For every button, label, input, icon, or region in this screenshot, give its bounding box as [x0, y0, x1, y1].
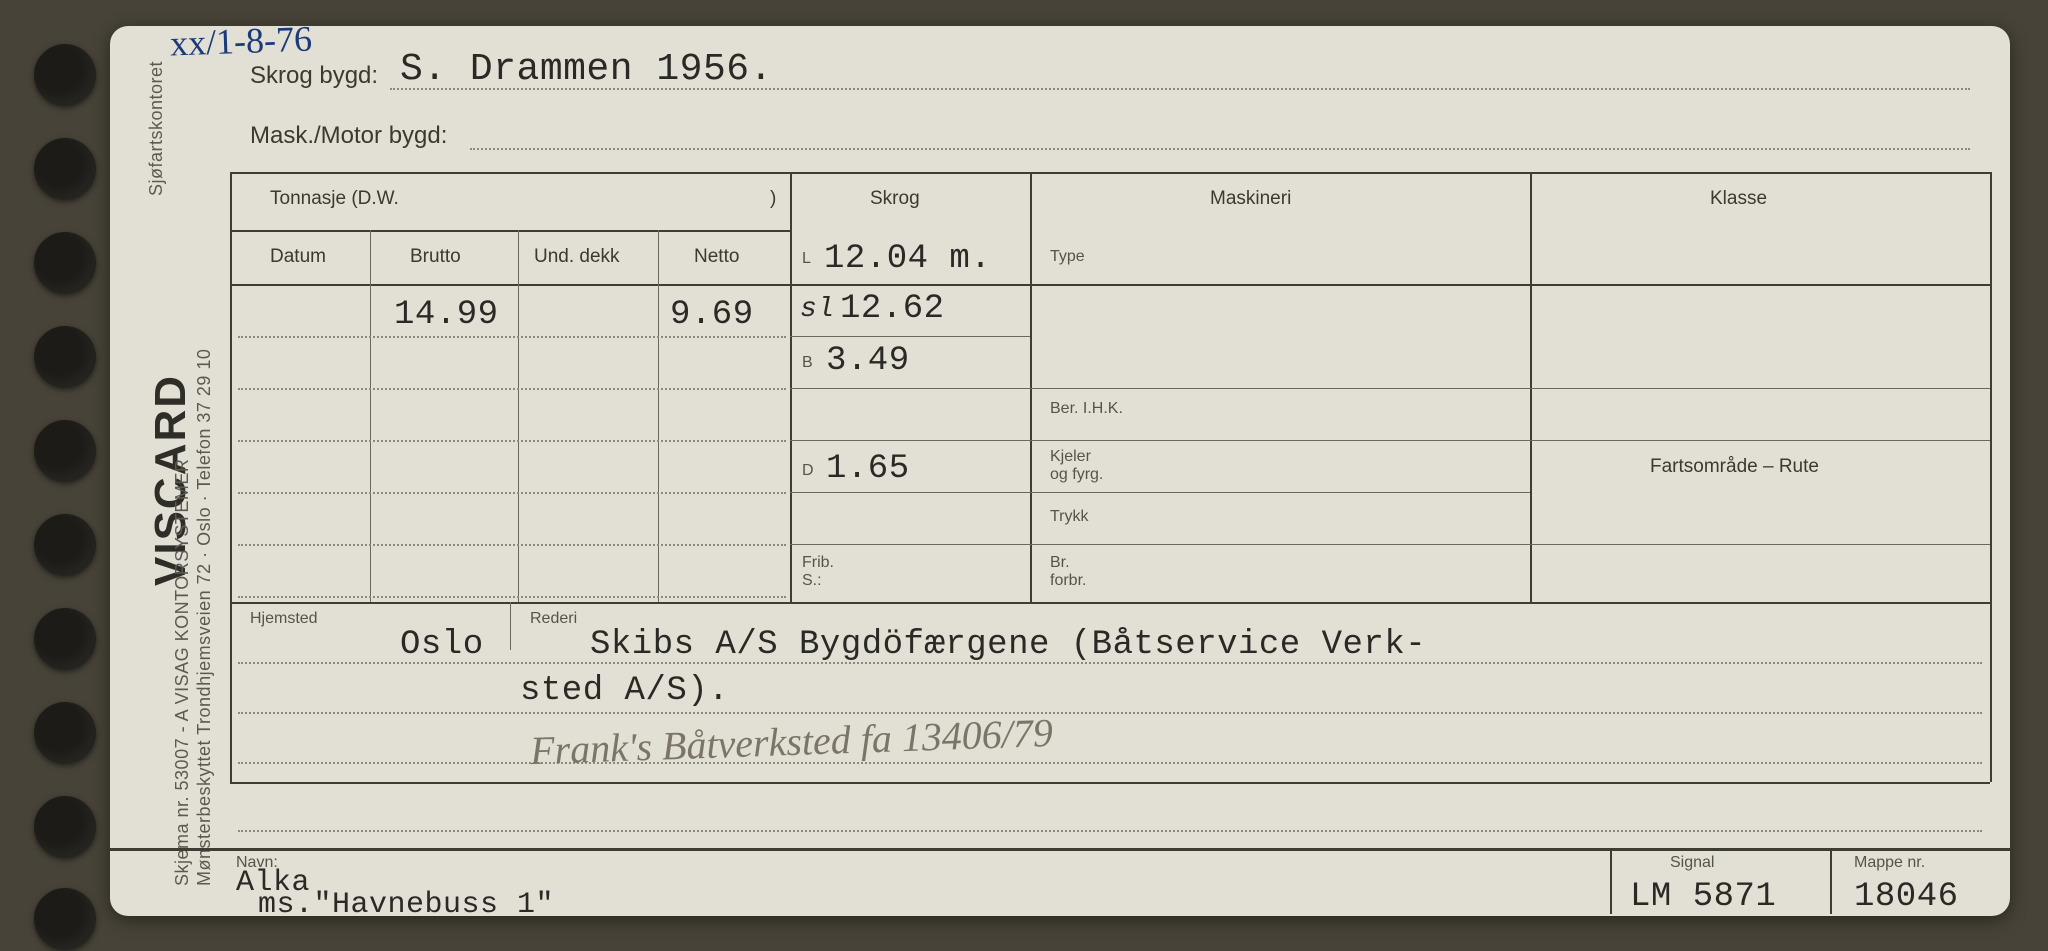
rule	[370, 230, 371, 602]
side-line2: Mønsterbeskyttet Trondhjemsveien 72 · Os…	[194, 349, 215, 886]
label-ber: Ber. I.H.K.	[1050, 400, 1123, 418]
value-rederi-1: Skibs A/S Bygdöfærgene (Båtservice Verk-	[590, 626, 1426, 664]
side-line1: Skjema nr. 53007 - A VISAG KONTORSYSTEME…	[172, 459, 193, 886]
value-brutto: 14.99	[394, 296, 499, 334]
dots	[238, 544, 786, 546]
dots	[238, 440, 786, 442]
rule	[1610, 848, 1612, 914]
prefix-sl: sl	[800, 294, 835, 325]
rule	[790, 544, 1990, 545]
index-card: Sjøfartskontoret VISCARD Skjema nr. 5300…	[110, 26, 2010, 916]
label-hjemsted: Hjemsted	[250, 610, 318, 628]
rule	[110, 848, 2010, 851]
value-signal: LM 5871	[1630, 878, 1776, 916]
hole	[34, 702, 96, 764]
hole	[34, 420, 96, 482]
rule	[658, 230, 659, 602]
rule	[230, 782, 1990, 784]
col-brutto: Brutto	[410, 246, 461, 268]
hole	[34, 514, 96, 576]
dots	[390, 88, 1970, 90]
hole	[34, 796, 96, 858]
label-signal: Signal	[1670, 854, 1714, 872]
dots	[238, 336, 786, 338]
rule	[790, 172, 792, 602]
dots	[238, 830, 1982, 832]
label-fartsomrade: Fartsområde – Rute	[1650, 456, 1819, 478]
pencil-note: Frank's Båtverksted fa 13406/79	[529, 709, 1053, 774]
label-trykk: Trykk	[1050, 508, 1089, 526]
value-sl: 12.62	[840, 290, 945, 328]
hole	[34, 232, 96, 294]
dots	[238, 712, 1982, 714]
col-datum: Datum	[270, 246, 326, 268]
dots	[238, 662, 1982, 664]
rule	[790, 336, 1030, 337]
hole	[34, 138, 96, 200]
rule	[230, 172, 1990, 174]
rule	[1990, 172, 1992, 782]
side-top-small: Sjøfartskontoret	[146, 61, 167, 196]
rule	[1030, 172, 1032, 602]
label-mappe: Mappe nr.	[1854, 854, 1925, 872]
rule	[230, 172, 232, 782]
label-rederi: Rederi	[530, 610, 577, 628]
dots	[238, 762, 1982, 764]
value-navn-2: ms."Havnebuss 1"	[258, 888, 554, 922]
label-type: Type	[1050, 248, 1085, 266]
value-skrog-bygd: S. Drammen 1956.	[400, 48, 773, 91]
label-mask-motor: Mask./Motor bygd:	[250, 122, 447, 150]
rule	[510, 602, 511, 650]
label-skrog-col: Skrog	[870, 188, 920, 210]
value-netto: 9.69	[670, 296, 754, 334]
value-B: 3.49	[826, 342, 910, 380]
rule	[790, 492, 1530, 493]
label-skrog-bygd: Skrog bygd:	[250, 62, 378, 90]
value-D: 1.65	[826, 450, 910, 488]
dots	[238, 388, 786, 390]
rule	[1830, 848, 1832, 914]
handwritten-date: xx/1-8-76	[169, 18, 312, 65]
label-maskineri: Maskineri	[1210, 188, 1291, 210]
col-netto: Netto	[694, 246, 739, 268]
value-mappe: 18046	[1854, 878, 1959, 916]
label-frib: Frib. S.:	[802, 554, 834, 590]
rule	[790, 388, 1990, 389]
value-L: 12.04 m.	[824, 240, 991, 278]
dots	[238, 596, 786, 598]
rule	[230, 602, 1990, 604]
rule	[518, 230, 519, 602]
rule	[1530, 172, 1532, 602]
label-tonnasje: Tonnasje (D.W.	[270, 188, 399, 210]
label-tonnasje-close: )	[770, 188, 776, 210]
hole	[34, 326, 96, 388]
dots	[470, 148, 1970, 150]
label-kjeler: Kjeler og fyrg.	[1050, 448, 1103, 484]
rule	[230, 230, 790, 232]
hole	[34, 608, 96, 670]
col-und-dekk: Und. dekk	[534, 246, 620, 268]
rule	[230, 284, 1990, 286]
value-hjemsted: Oslo	[400, 626, 484, 664]
hole	[34, 888, 96, 950]
rule	[790, 440, 1990, 441]
label-br: Br. forbr.	[1050, 554, 1086, 590]
value-rederi-2: sted A/S).	[520, 672, 729, 710]
label-klasse: Klasse	[1710, 188, 1767, 210]
dots	[238, 492, 786, 494]
hole	[34, 44, 96, 106]
